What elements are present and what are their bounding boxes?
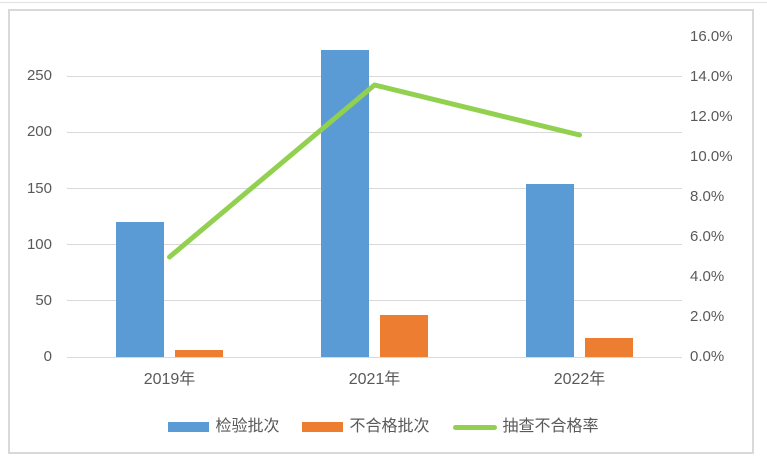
- right-axis-tick-label: 14.0%: [690, 68, 733, 85]
- right-axis-tick-label: 8.0%: [690, 188, 725, 205]
- legend-item-检验批次: 检验批次: [168, 417, 279, 437]
- legend-label: 抽查不合格率: [502, 418, 599, 435]
- bar-检验批次-2022年: [526, 184, 574, 357]
- left-axis-tick-label: 50: [35, 291, 52, 309]
- horizontal-gridline: [67, 131, 682, 133]
- x-axis-category-label: 2021年: [348, 371, 401, 388]
- bar-不合格批次-2019年: [175, 350, 223, 357]
- right-axis-tick-label: 16.0%: [690, 28, 733, 45]
- right-axis-tick-label: 0.0%: [690, 348, 725, 365]
- left-axis-tick-label: 0: [43, 348, 52, 365]
- x-axis-category-label: 2019年: [143, 371, 196, 388]
- left-axis-tick-label: 100: [26, 235, 52, 253]
- horizontal-gridline: [67, 356, 682, 358]
- left-axis-tick-label: 250: [26, 67, 52, 85]
- chart-legend: 检验批次 不合格批次 抽查不合格率: [0, 417, 767, 437]
- bar-检验批次-2021年: [321, 50, 369, 357]
- right-axis-tick-label: 4.0%: [690, 268, 725, 285]
- legend-bar-swatch: [302, 422, 344, 432]
- bar-检验批次-2019年: [116, 222, 164, 357]
- legend-bar-swatch: [168, 422, 210, 432]
- right-axis-tick-label: 6.0%: [690, 228, 725, 245]
- bar-不合格批次-2021年: [380, 315, 428, 357]
- legend-label: 不合格批次: [349, 418, 430, 435]
- horizontal-gridline: [67, 75, 682, 77]
- x-axis-category-label: 2022年: [553, 371, 606, 388]
- legend-item-不合格批次: 不合格批次: [302, 417, 430, 437]
- legend-line-swatch: [452, 424, 497, 430]
- bar-不合格批次-2022年: [585, 337, 633, 357]
- top-edge-divider: [0, 2, 767, 3]
- left-axis-tick-label: 200: [26, 123, 52, 141]
- left-axis-tick-label: 150: [26, 179, 52, 197]
- legend-label: 检验批次: [215, 418, 280, 435]
- right-axis-tick-label: 10.0%: [690, 148, 733, 165]
- right-axis-tick-label: 2.0%: [690, 308, 725, 325]
- horizontal-gridline: [67, 188, 682, 190]
- right-axis-tick-label: 12.0%: [690, 108, 733, 125]
- horizontal-gridline: [67, 300, 682, 302]
- legend-item-抽查不合格率: 抽查不合格率: [452, 417, 599, 437]
